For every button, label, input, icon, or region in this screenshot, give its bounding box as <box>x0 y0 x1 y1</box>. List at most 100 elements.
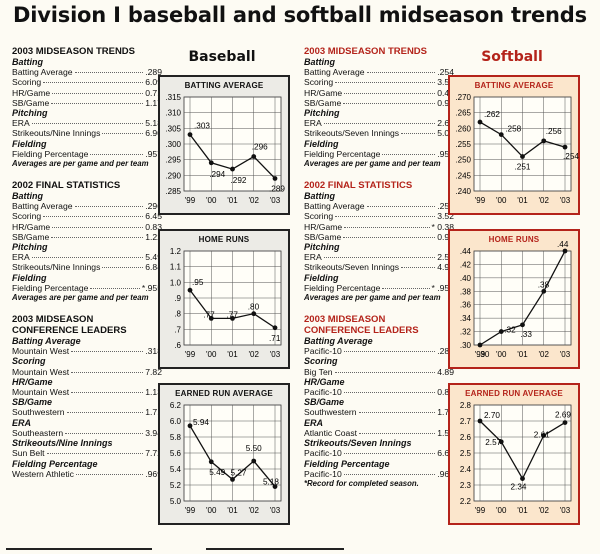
stat-row: Strikeouts/Nine Innings 6.84 <box>12 262 162 272</box>
y-tick-label: .315 <box>165 93 181 102</box>
x-tick-label: '01 <box>227 350 238 359</box>
data-point <box>562 420 568 425</box>
leader-dots <box>74 72 144 74</box>
data-label: 5.50 <box>246 444 262 453</box>
data-point <box>230 477 235 482</box>
stat-row: Mountain West 1.13 <box>12 387 162 397</box>
leader-dots <box>323 123 436 125</box>
leader-dots <box>343 392 436 394</box>
section-heading: 2002 FINAL STATISTICS <box>304 180 413 192</box>
baseball-stats-column: 2003 MIDSEASON TRENDS Batting Batting Aver… <box>12 46 162 479</box>
data-point <box>251 458 257 464</box>
y-tick-label: .30 <box>460 341 472 350</box>
data-point <box>272 484 278 489</box>
data-label: .303 <box>194 122 210 131</box>
stat-label: Sun Belt <box>12 448 45 459</box>
section-note: *Record for completed season. <box>304 478 419 488</box>
data-label: .262 <box>484 110 500 119</box>
stat-label: Mountain West <box>12 346 70 357</box>
data-point <box>520 476 525 481</box>
x-tick-label: '02 <box>539 350 550 359</box>
stat-row: SB/Game 1.22 <box>12 232 162 242</box>
stat-label: Fielding Percentage <box>12 282 89 293</box>
stat-label: Mountain West <box>12 387 70 398</box>
stat-row: Pacific-10 0.89 <box>304 387 454 397</box>
data-point <box>477 342 483 348</box>
stat-row: Pacific-10 .965 <box>304 469 454 479</box>
leader-dots <box>43 82 144 84</box>
leader-dots <box>31 123 144 125</box>
data-label: .71 <box>269 334 281 343</box>
chart-title: HOME RUNS <box>489 235 540 244</box>
stat-row: Fielding Percentage * .953 <box>304 283 454 293</box>
section-note: Averages are per game and per team <box>304 159 441 169</box>
stat-label: ERA <box>12 252 30 263</box>
y-tick-label: .295 <box>165 156 181 165</box>
x-tick-label: '03 <box>560 506 571 515</box>
stat-row: HR/Game * 0.38 <box>304 222 454 232</box>
stat-label: Strikeouts/Nine Innings <box>12 262 101 273</box>
y-tick-label: .255 <box>455 140 471 149</box>
stat-value: 6.45 <box>145 211 162 222</box>
data-point <box>498 329 504 334</box>
stat-label: SB/Game <box>12 231 50 242</box>
stat-row: Fielding Percentage .957 <box>12 149 162 159</box>
data-point <box>272 325 278 331</box>
x-tick-label: '01 <box>227 196 238 205</box>
group-heading: HR/Game <box>304 376 345 387</box>
leader-dots <box>74 206 144 208</box>
data-label: 2.34 <box>511 483 527 492</box>
section-note: Averages are per game and per team <box>12 159 149 169</box>
y-tick-label: .290 <box>165 171 181 180</box>
group-heading: Batting <box>12 57 43 67</box>
x-tick-label: '00 <box>206 506 217 515</box>
y-tick-label: 2.7 <box>460 417 472 426</box>
y-tick-label: 6.0 <box>170 417 182 426</box>
x-tick-label: '02 <box>539 506 550 515</box>
stat-value: 0.92 <box>437 231 454 242</box>
leader-dots <box>359 432 436 434</box>
data-label: .95 <box>192 278 204 287</box>
leader-dots <box>71 351 144 353</box>
leader-dots <box>51 102 144 104</box>
stat-label: Batting Average <box>304 201 365 212</box>
data-label: .33 <box>521 330 533 339</box>
x-tick-label: '00 <box>206 196 217 205</box>
baseball-heading: Baseball <box>188 49 256 65</box>
stat-label: Scoring <box>304 77 334 88</box>
x-tick-label: '99 <box>475 196 486 205</box>
stat-value: 5.18 <box>145 118 162 129</box>
stat-value: .296 <box>145 201 162 212</box>
stat-value: 5.49 <box>145 252 162 263</box>
baseball-batting-average-chart: BATTING AVERAGE .315 .310 .305 .300 .295 .290.… <box>158 75 290 215</box>
stat-value: 3.94 <box>145 427 162 438</box>
y-tick-label: .8 <box>174 310 181 319</box>
stat-label: Scoring <box>12 211 42 222</box>
group-heading: SB/Game <box>304 397 345 408</box>
stat-row: Strikeouts/Nine Innings 6.90 <box>12 128 162 138</box>
softball-stats-column: 2003 MIDSEASON TRENDS Batting Batting Aver… <box>304 46 454 489</box>
group-heading: Fielding Percentage <box>12 458 98 469</box>
group-heading: ERA <box>304 417 324 428</box>
data-point <box>541 138 547 144</box>
leader-dots <box>51 236 144 238</box>
leader-dots <box>71 371 144 373</box>
stat-label: SB/Game <box>304 231 342 242</box>
x-tick-label: '02 <box>539 196 550 205</box>
x-tick-label: '03 <box>270 196 281 205</box>
section-gap <box>12 303 162 314</box>
data-label: .289 <box>269 184 285 193</box>
data-label: 5.94 <box>193 418 209 427</box>
stat-row: Pacific-10 .285 <box>304 346 454 356</box>
stat-label: Big Ten <box>304 366 333 377</box>
stat-value: 6.63 <box>437 448 454 459</box>
x-tick-label: '03 <box>560 196 571 205</box>
leader-dots <box>401 267 436 269</box>
y-tick-label: .34 <box>460 314 472 323</box>
stat-row: SB/Game 0.90 <box>304 98 454 108</box>
stat-label: Mountain West <box>12 366 70 377</box>
x-tick-label: '02 <box>249 350 260 359</box>
data-label: .38 <box>538 280 550 289</box>
y-tick-label: 5.0 <box>170 497 182 506</box>
data-label: 2.70 <box>484 411 500 420</box>
